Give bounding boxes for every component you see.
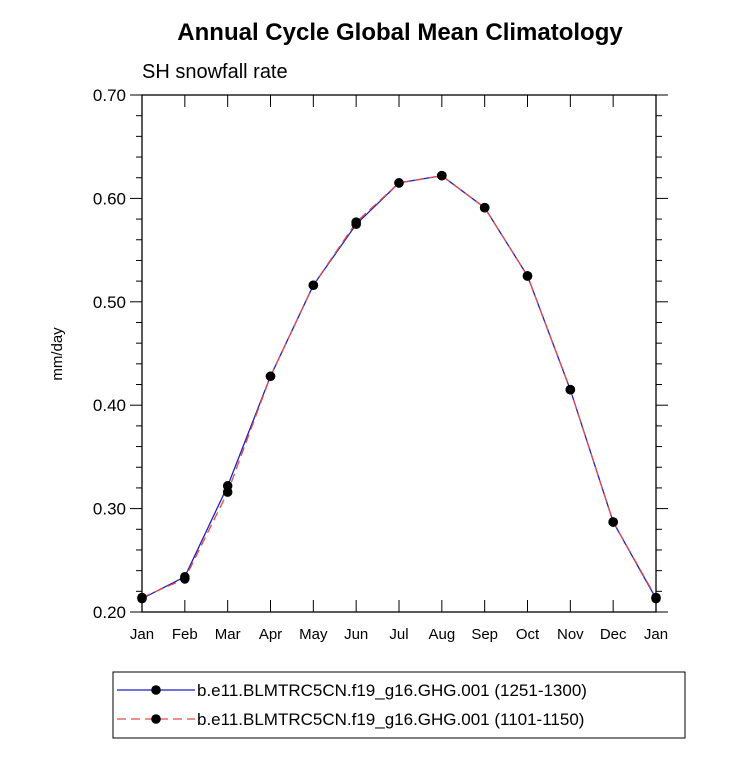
series-layer — [137, 170, 661, 604]
y-tick-label: 0.20 — [93, 603, 126, 622]
data-point — [608, 517, 618, 527]
x-tick-label: Nov — [557, 626, 584, 643]
x-tick-label: May — [299, 626, 328, 643]
y-tick-label: 0.70 — [93, 86, 126, 105]
axis-tick-labels: Jan Feb Mar Apr May Jun Jul Aug Sep Oct Nov Dec Jan0… — [93, 86, 668, 643]
legend: b.e11.BLMTRC5CN.f19_g16.GHG.001 (1251-13… — [112, 671, 686, 739]
x-tick-label: Feb — [172, 626, 198, 643]
y-tick-label: 0.30 — [93, 500, 126, 519]
y-axis-label: mm/day — [49, 327, 66, 381]
data-point — [565, 384, 576, 395]
x-tick-label: Jun — [344, 626, 368, 643]
chart-subtitle: SH snowfall rate — [142, 61, 288, 83]
x-tick-label: Jan — [644, 626, 668, 643]
data-point — [351, 217, 361, 227]
data-point — [394, 178, 404, 188]
chart-title: Annual Cycle Global Mean Climatology — [177, 19, 623, 46]
plot-frame — [141, 94, 657, 613]
data-point — [265, 371, 276, 382]
x-tick-label: Dec — [600, 626, 627, 643]
y-tick-label: 0.50 — [93, 293, 126, 312]
data-point — [437, 170, 447, 181]
data-point — [222, 487, 233, 497]
legend-marker-series-2 — [151, 714, 161, 724]
legend-marker-series-1 — [151, 685, 161, 695]
legend-box — [112, 671, 686, 739]
data-point — [479, 202, 490, 213]
x-tick-label: Mar — [215, 626, 241, 643]
x-tick-label: Apr — [259, 626, 282, 643]
x-tick-label: Aug — [428, 626, 455, 643]
x-tick-label: Oct — [516, 626, 540, 643]
y-tick-label: 0.40 — [93, 396, 126, 415]
data-point — [308, 280, 319, 291]
series-line-2 — [141, 175, 657, 599]
legend-label-series-2: b.e11.BLMTRC5CN.f19_g16.GHG.001 (1101-11… — [197, 710, 584, 729]
axis-ticks — [130, 94, 668, 613]
x-tick-label: Jan — [130, 626, 154, 643]
data-point — [180, 574, 190, 584]
x-tick-label: Sep — [471, 626, 498, 643]
x-tick-label: Jul — [389, 626, 408, 643]
series-line-1 — [141, 175, 657, 600]
y-tick-label: 0.60 — [93, 189, 126, 208]
legend-label-series-1: b.e11.BLMTRC5CN.f19_g16.GHG.001 (1251-13… — [197, 681, 587, 700]
data-point — [522, 271, 533, 281]
